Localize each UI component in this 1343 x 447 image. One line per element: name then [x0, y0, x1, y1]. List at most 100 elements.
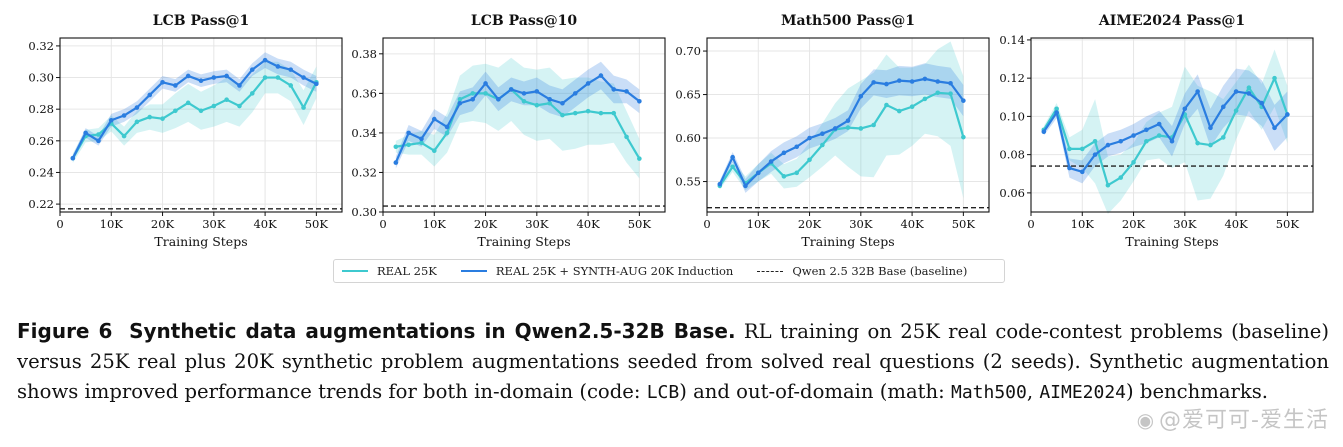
- x-tick-label: 50K: [952, 217, 976, 231]
- data-point-real: [1246, 85, 1252, 91]
- chart-panel-3: 0 10K 20K 30K 40K 50K 0.55 0.60 0.65 0.70 Math500 …: [675, 13, 990, 249]
- caption-code-aime: AIME2024: [1039, 382, 1127, 403]
- data-point-real: [1067, 146, 1072, 152]
- data-point-synth: [134, 105, 140, 110]
- data-point-synth: [470, 96, 476, 102]
- x-tick-label: 30K: [202, 217, 226, 231]
- chart-title: Math500 Pass@1: [781, 13, 915, 29]
- data-point-synth: [147, 92, 153, 98]
- legend-swatch-synth: [460, 270, 487, 272]
- data-point-synth: [858, 93, 864, 99]
- data-point-real: [224, 97, 229, 102]
- data-point-real: [637, 156, 642, 161]
- data-point-synth: [909, 79, 915, 84]
- data-point-real: [845, 125, 851, 130]
- confidence-band-real: [395, 57, 640, 179]
- y-tick-label: 0.28: [28, 102, 54, 116]
- data-point-synth: [1092, 152, 1098, 157]
- data-point-real: [406, 142, 411, 148]
- data-point-real: [249, 91, 255, 96]
- plot-frame: [1030, 37, 1314, 213]
- caption-code-lcb: LCB: [646, 382, 680, 403]
- data-point-real: [1156, 133, 1162, 138]
- y-tick-label: 0.32: [28, 39, 54, 53]
- data-point-real: [896, 108, 902, 114]
- data-point-real: [922, 96, 928, 102]
- y-tick-label: 0.30: [351, 205, 377, 219]
- data-point-real: [948, 91, 953, 96]
- data-point-real: [211, 103, 217, 109]
- data-point-real: [547, 100, 552, 106]
- data-point-synth: [457, 100, 463, 106]
- data-point-synth: [781, 150, 787, 156]
- data-point-synth: [755, 170, 761, 176]
- data-point-synth: [1079, 169, 1085, 175]
- data-point-synth: [845, 118, 851, 123]
- x-tick-label: 20K: [474, 217, 498, 231]
- data-point-real: [1272, 75, 1277, 81]
- data-point-synth: [108, 117, 114, 123]
- charts-area: 0 10K 20K 30K 40K 50K 0.22 0.24 0.26 0.28 0.30 0.32…: [28, 13, 1314, 249]
- data-point-real: [1105, 182, 1111, 188]
- legend-swatch-baseline: [757, 270, 784, 272]
- watermark-text: @爱可可-爱生活: [1159, 408, 1329, 433]
- x-tick-label: 30K: [1173, 217, 1197, 231]
- x-tick-label: 30K: [849, 217, 873, 231]
- y-tick-label: 0.22: [28, 197, 54, 211]
- data-point-real: [483, 91, 488, 96]
- data-point-real: [534, 102, 540, 108]
- data-point-real: [961, 134, 966, 140]
- y-tick-label: 0.26: [28, 134, 54, 148]
- data-point-synth: [96, 138, 101, 144]
- data-point-synth: [547, 96, 552, 102]
- data-point-synth: [624, 89, 629, 94]
- data-point-real: [521, 98, 527, 104]
- data-point-synth: [637, 98, 642, 104]
- x-tick-label: 40K: [576, 217, 600, 231]
- data-point-synth: [1156, 121, 1162, 127]
- data-point-synth: [211, 75, 217, 80]
- data-point-real: [431, 148, 437, 154]
- data-point-real: [470, 91, 476, 96]
- y-tick-label: 0.34: [351, 126, 377, 140]
- data-point-real: [185, 100, 191, 106]
- data-point-real: [572, 110, 578, 116]
- data-point-real: [1054, 106, 1059, 112]
- legend-item-synth: REAL 25K + SYNTH-AUG 20K Induction: [460, 264, 734, 278]
- data-point-real: [871, 122, 876, 128]
- data-point-real: [1079, 146, 1085, 152]
- confidence-band-synth: [1043, 68, 1288, 184]
- x-tick-label: 20K: [798, 217, 822, 231]
- data-point-synth: [598, 73, 604, 78]
- data-point-synth: [249, 67, 255, 72]
- data-point-synth: [884, 81, 889, 87]
- legend-swatch-real: [342, 270, 368, 272]
- data-point-synth: [1259, 100, 1265, 106]
- data-point-synth: [431, 116, 437, 122]
- legend-label-synth: REAL 25K + SYNTH-AUG 20K Induction: [495, 264, 734, 278]
- data-point-synth: [160, 79, 165, 85]
- x-tick-label: 0: [703, 217, 710, 231]
- caption-text-1: RL training on 25K real code-contest pro…: [17, 320, 1329, 403]
- data-point-synth: [521, 91, 527, 96]
- data-point-synth: [496, 96, 501, 102]
- chart-panel-1: 0 10K 20K 30K 40K 50K 0.22 0.24 0.26 0.28 0.30 0.32…: [28, 13, 343, 249]
- data-point-synth: [1131, 133, 1136, 138]
- y-tick-label: 0.14: [999, 33, 1025, 47]
- figure-title: Synthetic data augmentations in Qwen2.5-…: [129, 319, 736, 343]
- data-point-synth: [1144, 127, 1149, 133]
- data-point-synth: [935, 79, 941, 84]
- data-point-synth: [534, 89, 540, 94]
- data-point-real: [1233, 108, 1239, 113]
- data-point-synth: [572, 91, 578, 96]
- data-point-synth: [198, 78, 204, 84]
- data-point-real: [198, 108, 204, 114]
- data-point-synth: [262, 57, 268, 63]
- legend-label-real: REAL 25K: [377, 264, 437, 278]
- data-point-synth: [730, 154, 735, 160]
- data-point-synth: [1233, 89, 1239, 94]
- data-point-synth: [560, 100, 565, 106]
- x-tick-label: 50K: [628, 217, 652, 231]
- series-line-real: [1042, 77, 1289, 187]
- data-point-real: [1220, 135, 1226, 140]
